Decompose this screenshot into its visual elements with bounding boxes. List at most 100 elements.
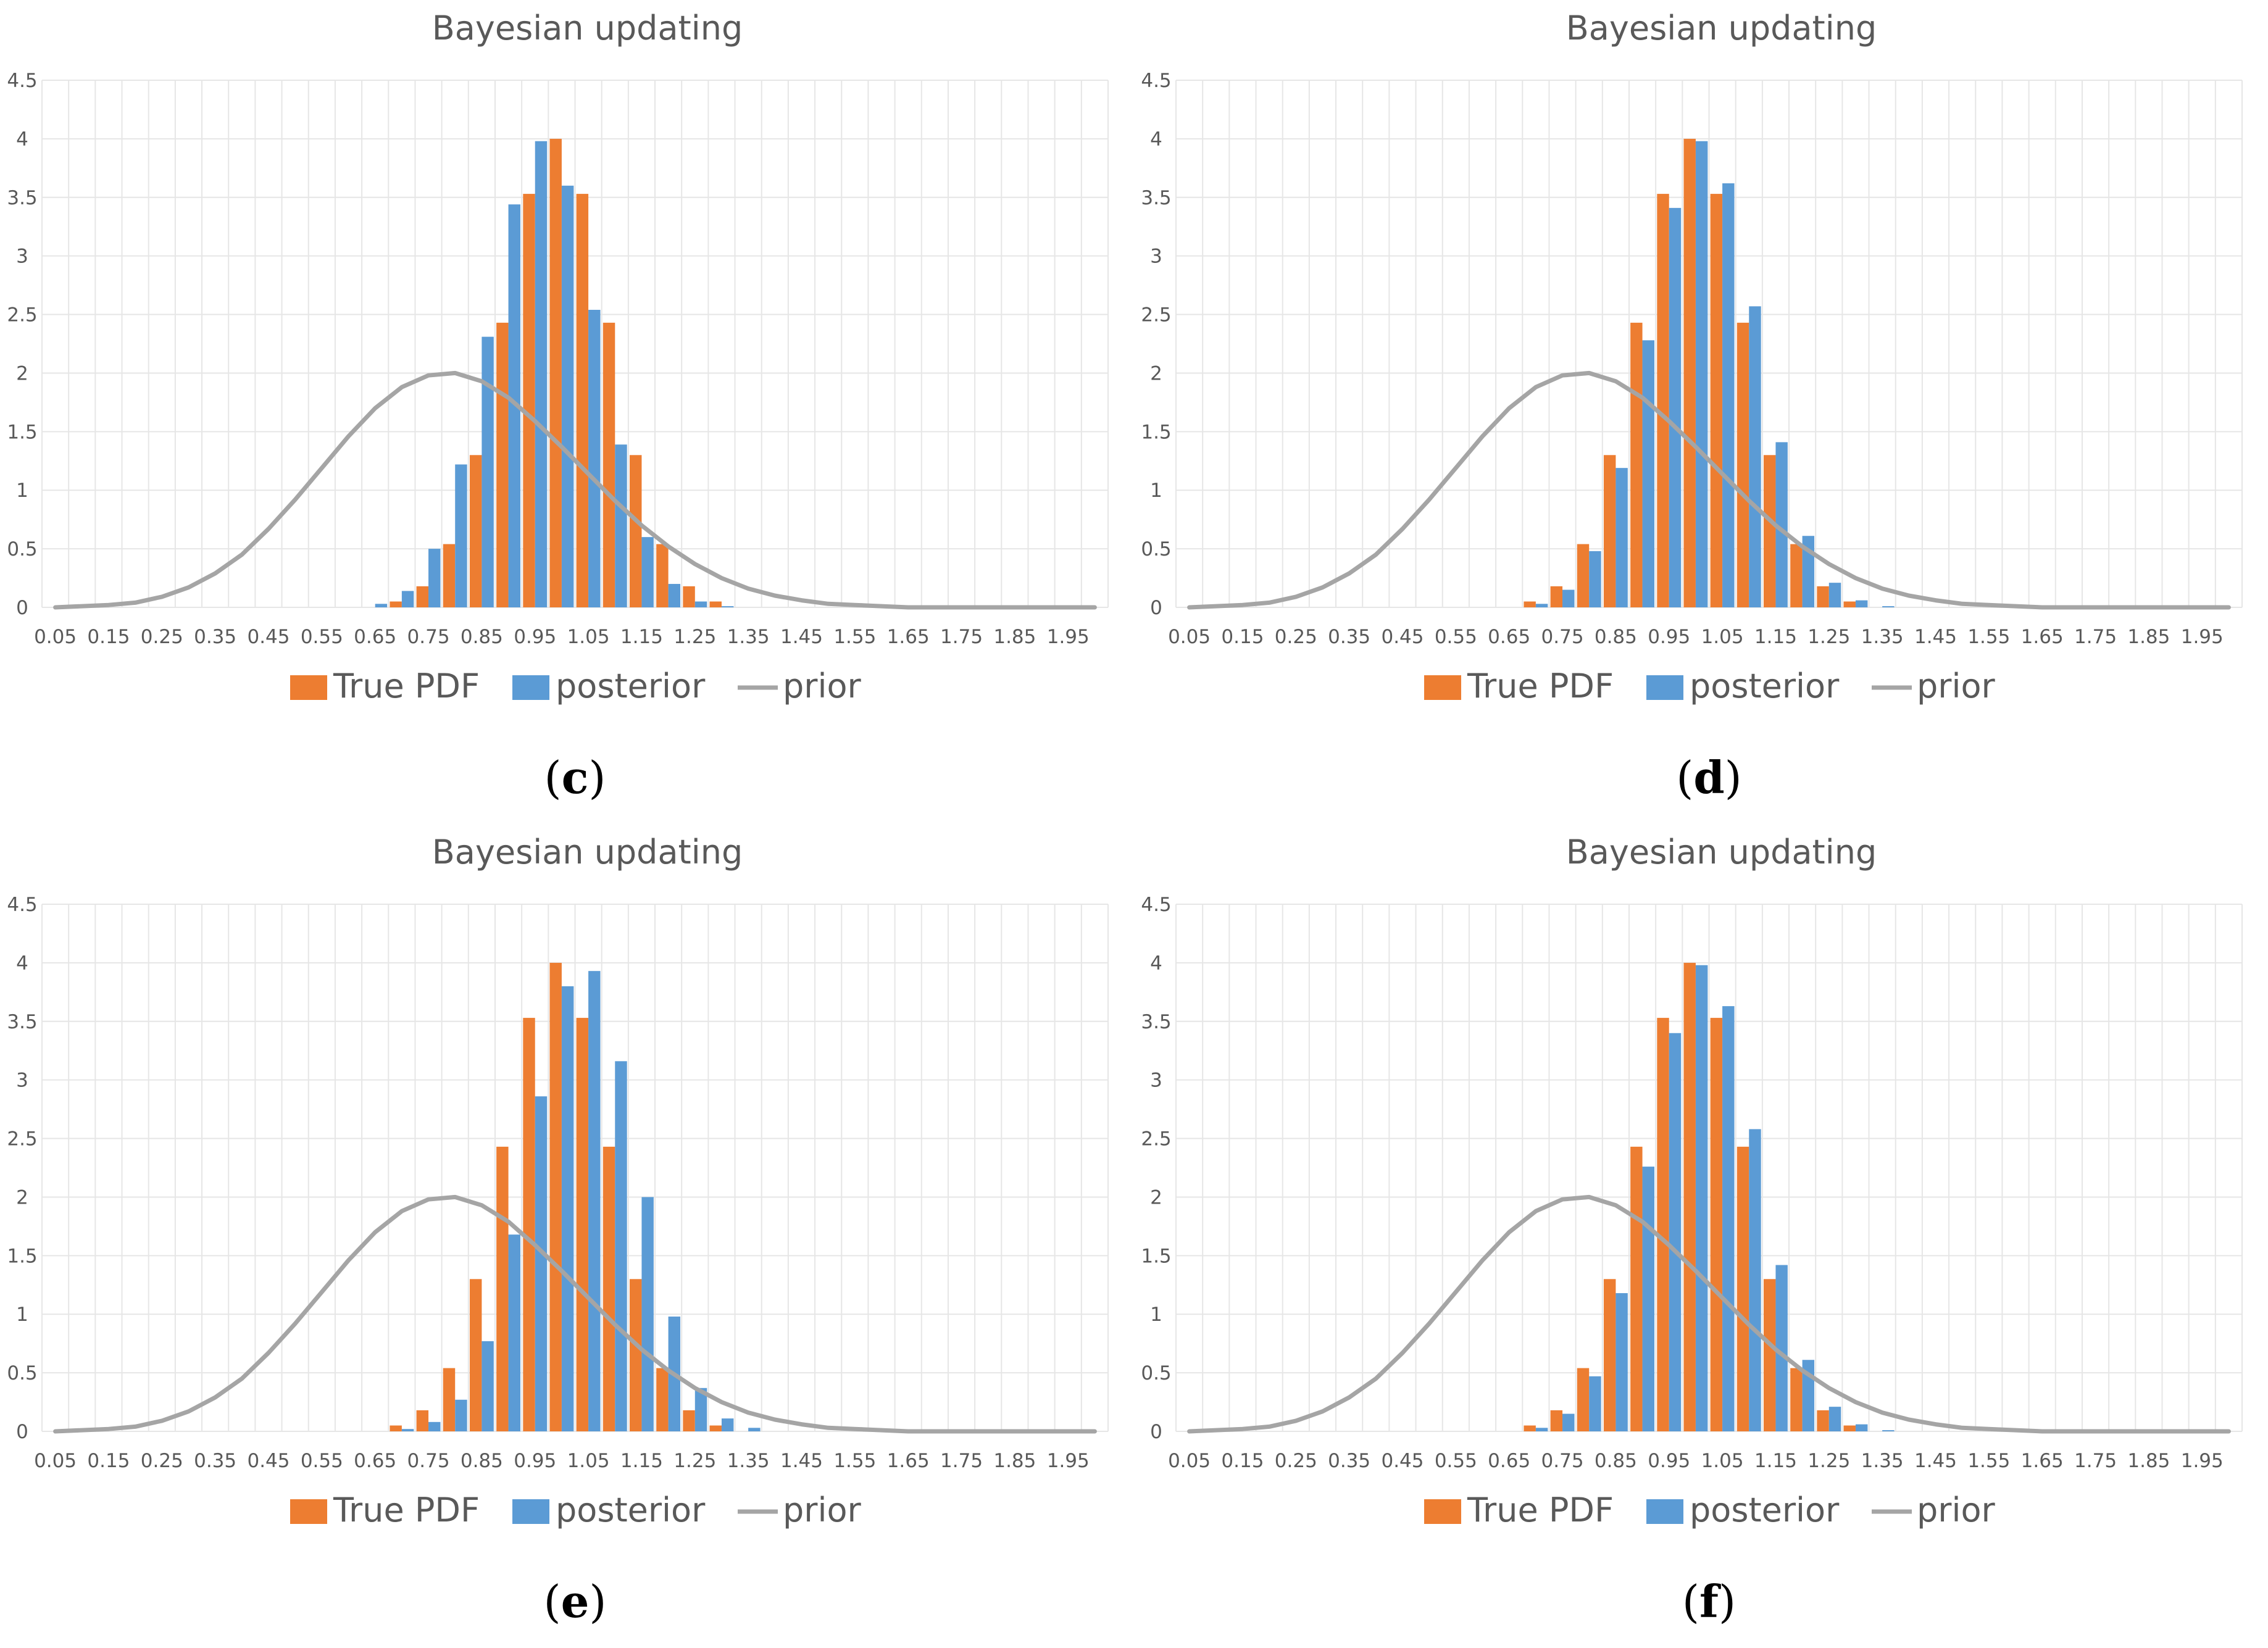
y-tick-label: 3.5 [1141, 1011, 1171, 1033]
posterior-bar [748, 1428, 761, 1431]
y-tick-label: 0 [1150, 597, 1162, 619]
chart-title: Bayesian updating [432, 9, 743, 48]
posterior-bar [401, 1429, 414, 1431]
x-tick-label: 0.95 [1648, 626, 1690, 648]
posterior-bar [1882, 1430, 1895, 1431]
true-pdf-bar [683, 1410, 695, 1431]
true-pdf-bar [1630, 322, 1643, 607]
y-tick-label: 3 [1150, 1070, 1162, 1092]
caption-open-paren: ( [1676, 752, 1693, 804]
x-tick-label: 0.55 [1435, 626, 1477, 648]
x-tick-label: 0.55 [301, 1450, 343, 1472]
legend-label-prior: prior [783, 1491, 862, 1529]
y-tick-label: 2.5 [7, 1128, 37, 1151]
true-pdf-bar [1790, 1368, 1803, 1431]
true-pdf-bar [416, 586, 429, 607]
posterior-bar [1828, 1407, 1841, 1431]
x-tick-label: 1.95 [1047, 626, 1090, 648]
y-tick-label: 4 [1150, 952, 1162, 975]
x-tick-label: 1.05 [567, 1450, 610, 1472]
y-tick-label: 0 [16, 597, 28, 619]
x-tick-label: 0.05 [34, 1450, 77, 1472]
true-pdf-bar [709, 601, 722, 607]
y-tick-label: 2 [16, 1186, 28, 1209]
y-tick-label: 0.5 [7, 538, 37, 560]
posterior-bar [1669, 1033, 1682, 1431]
true-pdf-bar [416, 1410, 429, 1431]
posterior-bar [1589, 1376, 1601, 1431]
chart-title: Bayesian updating [1566, 833, 1877, 872]
figure-caption: (d) [1676, 751, 1742, 804]
x-tick-label: 1.25 [673, 626, 716, 648]
x-tick-label: 0.25 [1275, 626, 1317, 648]
posterior-bar [1535, 604, 1548, 607]
x-tick-label: 0.85 [1595, 626, 1637, 648]
legend: True PDF posterior prior [1424, 667, 1996, 705]
x-tick-label: 1.05 [567, 626, 610, 648]
posterior-bar [588, 971, 601, 1431]
true-pdf-bar [523, 194, 535, 607]
x-tick-label: 0.55 [301, 626, 343, 648]
posterior-bar [561, 185, 574, 607]
legend-swatch-posterior [512, 675, 549, 700]
legend: True PDF posterior prior [290, 1491, 862, 1529]
posterior-bar [721, 1418, 734, 1431]
x-tick-label: 1.35 [727, 626, 770, 648]
x-tick-label: 0.75 [1541, 1450, 1584, 1472]
y-tick-label: 3 [1150, 246, 1162, 268]
y-tick-label: 2 [1150, 362, 1162, 385]
posterior-bar [721, 606, 734, 607]
posterior-bar [375, 604, 388, 607]
x-tick-label: 0.85 [461, 1450, 503, 1472]
prior-line [1187, 370, 2231, 610]
posterior-bar [1828, 583, 1841, 607]
true-pdf-bar [1657, 194, 1669, 607]
posterior-bar [1855, 600, 1868, 607]
x-tick-label: 1.45 [780, 626, 823, 648]
posterior-bar [694, 601, 707, 607]
posterior-bar [455, 1399, 467, 1431]
y-tick-label: 3.5 [1141, 187, 1171, 209]
y-tick-label: 4.5 [1141, 70, 1171, 92]
true-pdf-bar [630, 1279, 642, 1431]
x-tick-label: 1.55 [833, 1450, 876, 1472]
legend-swatch-true-pdf [1424, 1499, 1461, 1524]
x-tick-label: 1.65 [887, 626, 930, 648]
x-tick-label: 0.35 [194, 626, 236, 648]
x-tick-label: 0.45 [1381, 626, 1424, 648]
x-tick-label: 1.85 [993, 626, 1036, 648]
posterior-bar [1775, 442, 1788, 607]
x-tick-label: 1.35 [1861, 626, 1904, 648]
true-pdf-bar [1710, 1018, 1723, 1431]
x-tick-label: 1.15 [1754, 1450, 1797, 1472]
posterior-bar [615, 444, 627, 607]
posterior-bar [1882, 606, 1895, 607]
posterior-bar [1695, 965, 1708, 1431]
true-pdf-bar [1683, 962, 1696, 1431]
posterior-bar [641, 537, 654, 607]
chart-panel-c: 0 0.5 1 1.5 2 2.5 3 3.5 4 4.5 0.05 0.15 0.25 0.35 0.45… [0, 0, 1134, 824]
legend-label-posterior: posterior [1690, 667, 1840, 705]
posterior-bar [482, 336, 494, 607]
caption-close-paren: ) [1719, 1576, 1736, 1628]
chart-panel-d: 0 0.5 1 1.5 2 2.5 3 3.5 4 4.5 0.05 0.15 0.25 0.35 0.45… [1134, 0, 2268, 824]
legend-label-posterior: posterior [556, 1491, 706, 1529]
posterior-bar [694, 1388, 707, 1431]
caption-letter: e [561, 1575, 590, 1628]
posterior-bar [401, 591, 414, 607]
posterior-bar [455, 464, 467, 607]
true-pdf-bar [656, 1368, 669, 1431]
true-pdf-bar [1710, 194, 1723, 607]
legend-label-true-pdf: True PDF [1467, 1491, 1614, 1529]
y-tick-label: 0.5 [1141, 1362, 1171, 1384]
x-tick-label: 1.75 [940, 1450, 983, 1472]
x-tick-label: 0.85 [1595, 1450, 1637, 1472]
legend-swatch-true-pdf [290, 675, 327, 700]
x-tick-label: 1.95 [1047, 1450, 1090, 1472]
chart-svg: 0 0.5 1 1.5 2 2.5 3 3.5 4 4.5 0.05 0.15 0.25 0.35 0.45… [7, 9, 1109, 804]
caption-letter: c [562, 751, 589, 804]
chart-svg: 0 0.5 1 1.5 2 2.5 3 3.5 4 4.5 0.05 0.15 0.25 0.35 0.45… [1141, 833, 2243, 1628]
y-tick-label: 1 [16, 480, 28, 502]
true-pdf-bar [683, 586, 695, 607]
x-tick-label: 1.15 [620, 1450, 663, 1472]
